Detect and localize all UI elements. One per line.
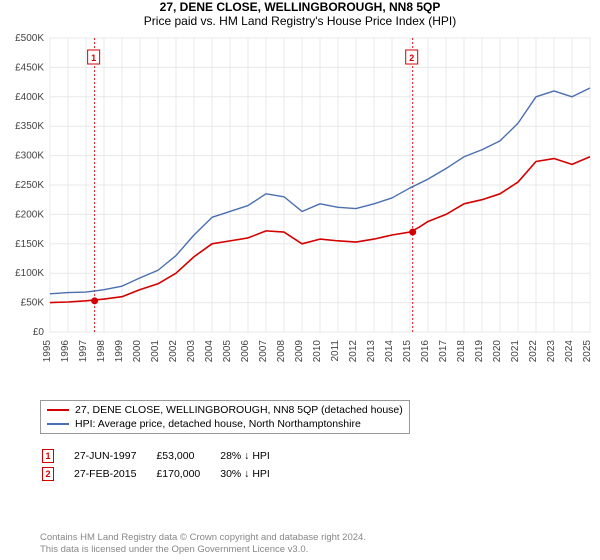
chart-root: 27, DENE CLOSE, WELLINGBOROUGH, NN8 5QP … [0, 0, 600, 560]
chart-subtitle: Price paid vs. HM Land Registry's House … [0, 14, 600, 28]
legend-item: 27, DENE CLOSE, WELLINGBOROUGH, NN8 5QP … [47, 403, 403, 417]
svg-text:2022: 2022 [528, 340, 539, 363]
svg-text:2010: 2010 [312, 340, 323, 363]
svg-text:2019: 2019 [474, 340, 485, 363]
chart-title: 27, DENE CLOSE, WELLINGBOROUGH, NN8 5QP [0, 0, 600, 14]
legend-label: 27, DENE CLOSE, WELLINGBOROUGH, NN8 5QP … [75, 403, 403, 417]
footer-line-2: This data is licensed under the Open Gov… [40, 544, 308, 555]
sale-price: £53,000 [156, 448, 218, 464]
svg-text:2024: 2024 [564, 340, 575, 363]
legend-swatch [47, 409, 69, 411]
sale-date: 27-FEB-2015 [74, 466, 154, 482]
svg-text:2009: 2009 [294, 340, 305, 363]
svg-text:2025: 2025 [582, 340, 593, 363]
sale-price: £170,000 [156, 466, 218, 482]
svg-text:2014: 2014 [384, 340, 395, 363]
svg-text:2006: 2006 [240, 340, 251, 363]
svg-text:2021: 2021 [510, 340, 521, 363]
svg-text:2016: 2016 [420, 340, 431, 363]
svg-text:1: 1 [91, 53, 96, 63]
svg-text:1996: 1996 [60, 340, 71, 363]
sales-table: 1 27-JUN-1997£53,00028% ↓ HPI 2 27-FEB-2015… [40, 446, 290, 484]
svg-text:2002: 2002 [168, 340, 179, 363]
svg-text:£250K: £250K [15, 180, 44, 191]
svg-text:£100K: £100K [15, 268, 44, 279]
sale-diff: 30% ↓ HPI [220, 466, 288, 482]
sale-date: 27-JUN-1997 [74, 448, 154, 464]
svg-text:£450K: £450K [15, 62, 44, 73]
svg-text:2008: 2008 [276, 340, 287, 363]
svg-text:£0: £0 [33, 327, 45, 338]
svg-text:2018: 2018 [456, 340, 467, 363]
price-chart: £0 £50K £100K £150K £200K £250K £300K £350K £400… [0, 32, 600, 387]
svg-text:2007: 2007 [258, 340, 269, 363]
svg-text:1997: 1997 [78, 340, 89, 363]
sale-diff: 28% ↓ HPI [220, 448, 288, 464]
svg-text:1995: 1995 [42, 340, 53, 363]
svg-text:2000: 2000 [132, 340, 143, 363]
svg-text:2020: 2020 [492, 340, 503, 363]
svg-text:2011: 2011 [330, 340, 341, 362]
svg-text:2013: 2013 [366, 340, 377, 363]
svg-text:1998: 1998 [96, 340, 107, 363]
sale-row: 2 27-FEB-2015£170,00030% ↓ HPI [42, 466, 288, 482]
footer-line-1: Contains HM Land Registry data © Crown c… [40, 532, 366, 543]
svg-text:2004: 2004 [204, 340, 215, 363]
svg-text:£400K: £400K [15, 92, 44, 103]
legend-item: HPI: Average price, detached house, Nort… [47, 417, 403, 431]
sale-marker-icon: 1 [42, 449, 54, 463]
svg-text:£500K: £500K [15, 33, 44, 44]
svg-text:£200K: £200K [15, 209, 44, 220]
legend-label: HPI: Average price, detached house, Nort… [75, 417, 361, 431]
svg-text:2012: 2012 [348, 340, 359, 363]
svg-text:2001: 2001 [150, 340, 161, 363]
footer-attribution: Contains HM Land Registry data © Crown c… [40, 532, 366, 556]
svg-text:2: 2 [409, 53, 414, 63]
legend-swatch [47, 423, 69, 425]
svg-text:1999: 1999 [114, 340, 125, 363]
sale-marker-icon: 2 [42, 467, 54, 481]
svg-text:2015: 2015 [402, 340, 413, 363]
svg-text:£150K: £150K [15, 239, 44, 250]
svg-text:2003: 2003 [186, 340, 197, 363]
svg-text:2023: 2023 [546, 340, 557, 363]
svg-text:£350K: £350K [15, 121, 44, 132]
legend: 27, DENE CLOSE, WELLINGBOROUGH, NN8 5QP … [40, 400, 410, 434]
svg-text:2005: 2005 [222, 340, 233, 363]
svg-text:£300K: £300K [15, 151, 44, 162]
svg-text:2017: 2017 [438, 340, 449, 363]
sale-row: 1 27-JUN-1997£53,00028% ↓ HPI [42, 448, 288, 464]
svg-text:£50K: £50K [21, 298, 45, 309]
